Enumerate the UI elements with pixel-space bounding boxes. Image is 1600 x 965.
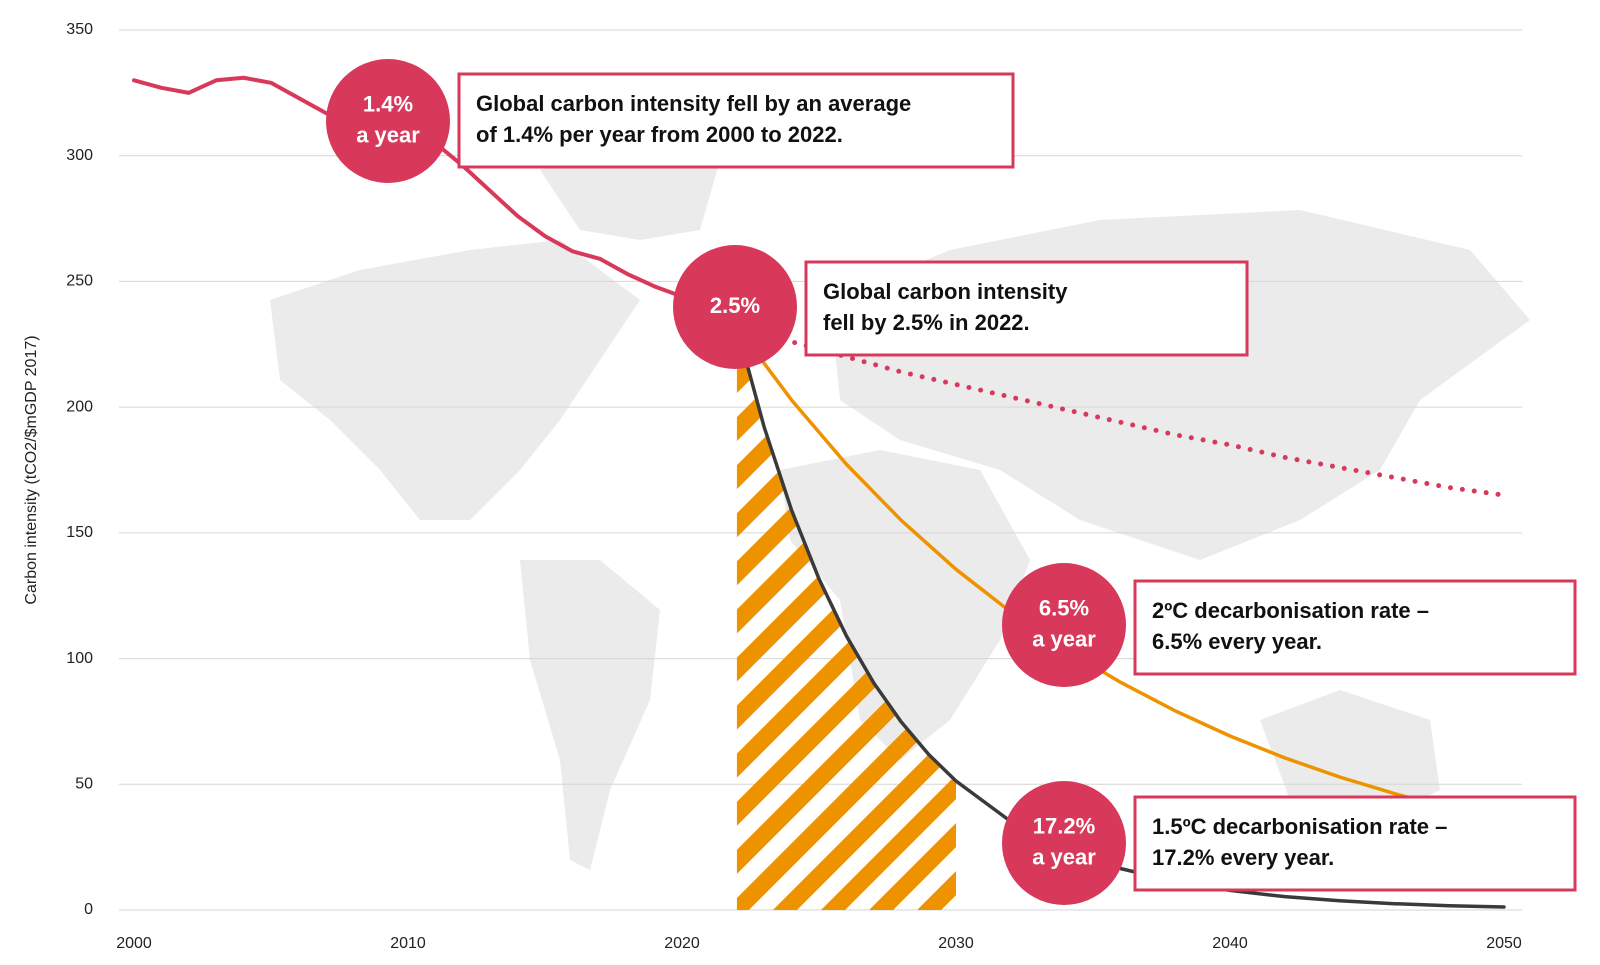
y-tick-label: 250 bbox=[66, 273, 93, 290]
x-tick-label: 2040 bbox=[1212, 935, 1248, 952]
annotation-circle bbox=[673, 245, 797, 369]
y-tick-label: 150 bbox=[66, 524, 93, 541]
annotation-circle-text: a year bbox=[356, 122, 420, 147]
y-tick-label: 100 bbox=[66, 650, 93, 667]
annotation-text: fell by 2.5% in 2022. bbox=[823, 310, 1030, 335]
annotation-circle-text: 2.5% bbox=[710, 293, 760, 318]
annotation-circle bbox=[1002, 781, 1126, 905]
x-tick-label: 2030 bbox=[938, 935, 974, 952]
x-tick-label: 2050 bbox=[1486, 935, 1522, 952]
annotation-box bbox=[1133, 795, 1577, 892]
annotation-circle bbox=[1002, 563, 1126, 687]
annotation-text: Global carbon intensity bbox=[823, 279, 1068, 304]
annotation-box bbox=[1133, 579, 1577, 676]
annotation-box bbox=[457, 72, 1015, 169]
annotation-circle-text: a year bbox=[1032, 626, 1096, 651]
series-line bbox=[735, 324, 1506, 823]
series-line bbox=[734, 324, 1507, 498]
x-tick-label: 2010 bbox=[390, 935, 426, 952]
y-tick-label: 50 bbox=[75, 776, 93, 793]
y-axis-label: Carbon intensity (tCO2/$mGDP 2017) bbox=[23, 335, 40, 604]
annotation-circle-text: 17.2% bbox=[1033, 813, 1095, 838]
annotation-text: of 1.4% per year from 2000 to 2022. bbox=[476, 122, 843, 147]
y-tick-label: 350 bbox=[66, 21, 93, 38]
y-tick-label: 300 bbox=[66, 147, 93, 164]
annotation-text: 1.5ºC decarbonisation rate – bbox=[1152, 814, 1447, 839]
y-tick-label: 200 bbox=[66, 398, 93, 415]
annotation-circle-text: 6.5% bbox=[1039, 595, 1089, 620]
annotation-circle bbox=[326, 59, 450, 183]
y-tick-label: 0 bbox=[84, 901, 93, 918]
annotation-text: 6.5% every year. bbox=[1152, 629, 1322, 654]
annotation-box bbox=[804, 260, 1249, 357]
annotation-circle-text: a year bbox=[1032, 844, 1096, 869]
annotation-text: 2ºC decarbonisation rate – bbox=[1152, 598, 1429, 623]
annotation-text: Global carbon intensity fell by an avera… bbox=[476, 91, 911, 116]
annotation-circle-text: 1.4% bbox=[363, 91, 413, 116]
annotation-text: 17.2% every year. bbox=[1152, 845, 1334, 870]
x-tick-label: 2000 bbox=[116, 935, 152, 952]
x-tick-label: 2020 bbox=[664, 935, 700, 952]
